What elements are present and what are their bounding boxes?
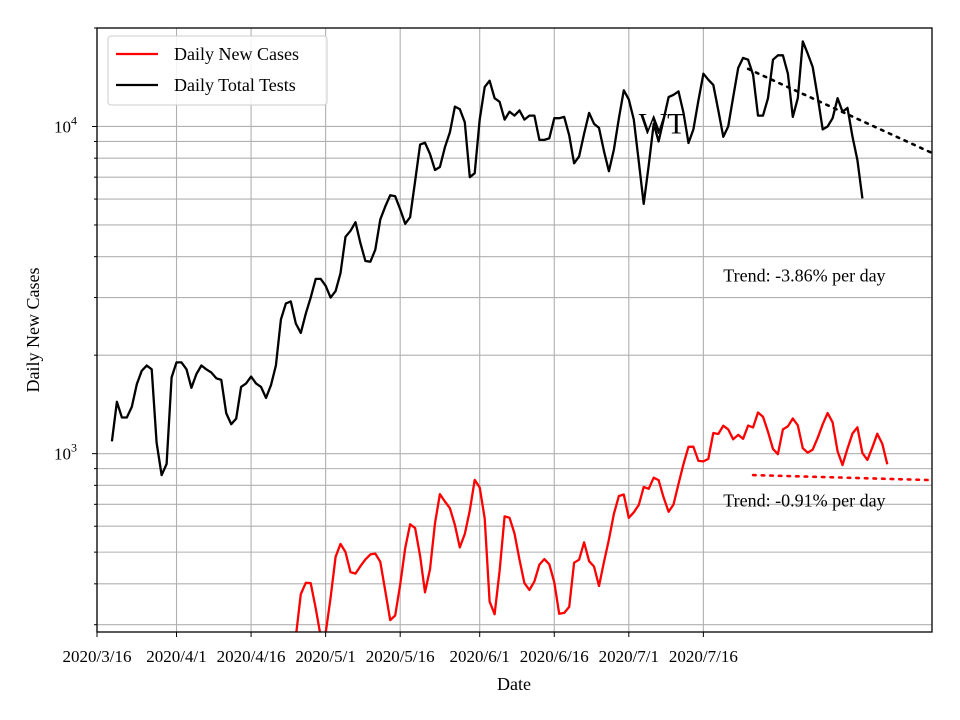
x-tick-label: 2020/6/16 xyxy=(520,647,589,666)
y-tick-label: 104 xyxy=(54,113,77,136)
legend-label-daily-total-tests: Daily Total Tests xyxy=(174,75,296,95)
plot-area xyxy=(97,28,932,632)
x-tick-label: 2020/7/1 xyxy=(599,647,659,666)
x-tick-label: 2020/6/1 xyxy=(449,647,509,666)
x-tick-label: 2020/5/16 xyxy=(366,647,435,666)
series-line-daily-new-cases xyxy=(295,411,889,632)
y-axis-label: Daily New Cases xyxy=(23,268,43,393)
x-tick-label: 2020/5/1 xyxy=(295,647,355,666)
series-lines xyxy=(110,40,889,632)
y-tick-base: 10 xyxy=(54,117,71,136)
trend-line-daily-total-tests xyxy=(746,67,932,155)
overlay-mark-text: WT xyxy=(639,108,686,141)
x-tick-label: 2020/7/16 xyxy=(669,647,738,666)
plot-frame xyxy=(96,27,933,633)
x-tick-label: 2020/3/16 xyxy=(63,647,132,666)
y-tick-label: 103 xyxy=(54,441,77,464)
y-tick-base: 10 xyxy=(54,445,71,464)
y-tick-exponent: 4 xyxy=(71,113,77,127)
trend-annotation: Trend: -3.86% per day xyxy=(723,266,885,286)
trend-annotation: Trend: -0.91% per day xyxy=(723,490,885,510)
x-axis-label: Date xyxy=(497,674,531,694)
annotation-marks: WT xyxy=(639,108,686,141)
x-tick-label: 2020/4/16 xyxy=(217,647,286,666)
annotations: Trend: -3.86% per day Trend: -0.91% per d… xyxy=(723,266,885,511)
y-tick-exponent: 3 xyxy=(71,441,77,455)
legend: Daily New Cases Daily Total Tests xyxy=(107,35,328,106)
trend-lines xyxy=(746,67,932,482)
legend-frame xyxy=(107,35,328,106)
legend-label-daily-new-cases: Daily New Cases xyxy=(174,44,299,64)
trend-line-daily-new-cases xyxy=(751,473,932,482)
series-line-daily-total-tests xyxy=(110,40,864,477)
x-tick-label: 2020/4/1 xyxy=(146,647,206,666)
